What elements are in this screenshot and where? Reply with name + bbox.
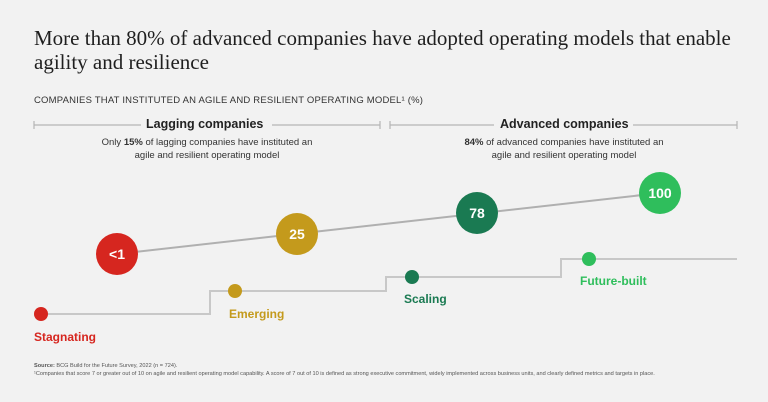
advanced-desc-percent: 84% xyxy=(464,137,484,148)
stage-dot-future-built xyxy=(582,252,596,266)
bubble-scaling xyxy=(456,192,498,234)
bubble-value-scaling: 78 xyxy=(469,205,485,221)
advanced-group-desc: 84% of advanced companies have institute… xyxy=(454,136,674,162)
lagging-desc-percent: 15% xyxy=(123,137,143,148)
advanced-bracket xyxy=(389,121,738,129)
stage-label-stagnating: Stagnating xyxy=(34,330,96,344)
maturity-step-line xyxy=(41,258,737,315)
stage-label-emerging: Emerging xyxy=(229,307,284,321)
source-text: BCG Build for the Future Survey, 2022 (n… xyxy=(54,363,178,369)
bubble-value-stagnating: <1 xyxy=(109,246,125,262)
lagging-bracket xyxy=(33,121,381,129)
trend-line xyxy=(116,192,661,255)
stage-dot-stagnating xyxy=(34,307,48,321)
footnote: Source: BCG Build for the Future Survey,… xyxy=(34,362,754,378)
bubble-value-emerging: 25 xyxy=(289,226,305,242)
lagging-desc-pre: Only xyxy=(101,137,124,148)
stage-dot-scaling xyxy=(405,270,419,284)
footnote-note: ¹Companies that score 7 or greater out o… xyxy=(34,371,655,377)
lagging-group-title: Lagging companies xyxy=(146,117,264,131)
stage-label-future-built: Future-built xyxy=(580,274,647,288)
stage-label-scaling: Scaling xyxy=(404,292,447,306)
source-line: Source: BCG Build for the Future Survey,… xyxy=(34,362,754,370)
chart-title: More than 80% of advanced companies have… xyxy=(34,26,731,74)
source-label: Source: xyxy=(34,363,55,369)
lagging-group-desc: Only 15% of lagging companies have insti… xyxy=(97,136,317,162)
bubble-future-built xyxy=(639,172,681,214)
bubble-emerging xyxy=(276,213,318,255)
bubble-stagnating xyxy=(96,233,138,275)
chart-subtitle: COMPANIES THAT INSTITUTED AN AGILE AND R… xyxy=(34,95,424,106)
bubble-value-future-built: 100 xyxy=(648,185,672,201)
advanced-group-title: Advanced companies xyxy=(500,117,629,131)
advanced-desc-post: of advanced companies have instituted an… xyxy=(483,137,664,161)
lagging-desc-post: of lagging companies have instituted an … xyxy=(134,137,313,161)
stage-dot-emerging xyxy=(228,284,242,298)
